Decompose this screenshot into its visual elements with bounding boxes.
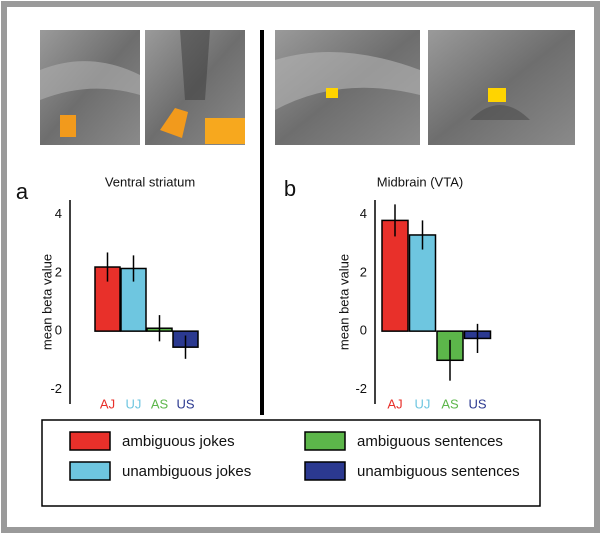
activation (326, 88, 338, 98)
brain-image (428, 30, 575, 145)
x-tick-label: AJ (387, 396, 402, 411)
brain-fold (180, 30, 210, 100)
brain-fold (470, 105, 530, 120)
y-tick-label: 0 (55, 323, 62, 338)
chart-title: Midbrain (VTA) (377, 174, 463, 189)
x-tick-label: AJ (100, 396, 115, 411)
y-tick-label: 4 (360, 206, 367, 221)
legend-label: ambiguous jokes (122, 433, 235, 450)
legend-swatch (304, 431, 346, 451)
y-axis-label: mean beta value (39, 254, 54, 350)
y-axis-label: mean beta value (336, 254, 351, 350)
activation (488, 88, 506, 102)
y-tick-label: -2 (355, 381, 367, 396)
legend-swatch (304, 461, 346, 481)
x-tick-label: US (468, 396, 486, 411)
brain-fold (275, 52, 420, 110)
activation (60, 115, 76, 137)
x-tick-label: AS (441, 396, 459, 411)
y-tick-label: 0 (360, 323, 367, 338)
activation (160, 108, 188, 138)
legend-label: ambiguous sentences (357, 433, 503, 450)
y-tick-label: 2 (55, 264, 62, 279)
panel-label: b (284, 176, 296, 201)
legend-label: unambiguous jokes (122, 463, 251, 480)
legend-label: unambiguous sentences (357, 463, 520, 480)
chart-title: Ventral striatum (105, 174, 195, 189)
y-tick-label: 2 (360, 264, 367, 279)
legend-swatch (69, 431, 111, 451)
legend-box (41, 419, 541, 507)
legend-swatch (69, 461, 111, 481)
x-tick-label: AS (151, 396, 169, 411)
x-tick-label: US (176, 396, 194, 411)
brain-images (40, 30, 575, 145)
y-tick-label: 4 (55, 206, 62, 221)
panel-label: a (16, 179, 29, 204)
x-tick-label: UJ (415, 396, 431, 411)
y-tick-label: -2 (50, 381, 62, 396)
activation (205, 118, 245, 144)
bar (381, 219, 409, 332)
x-tick-label: UJ (126, 396, 142, 411)
bar (408, 234, 437, 332)
brain-fold (40, 61, 140, 100)
